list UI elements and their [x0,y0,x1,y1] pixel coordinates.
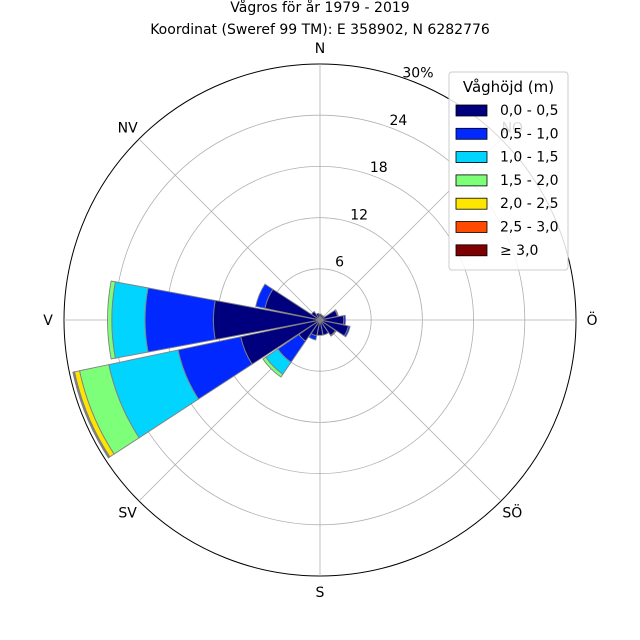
legend-label: ≥ 3,0 [500,243,538,259]
legend-label: 0,5 - 1,0 [500,126,558,142]
bar-sector-12-bin-3 [107,280,116,360]
legend-swatch [455,221,488,233]
radial-tick-label: 18 [370,160,388,176]
bar-sector-10-bin-3 [262,356,284,378]
bar-sector-14-bin-0 [310,310,321,321]
legend-label: 2,5 - 3,0 [500,220,558,236]
direction-label: V [43,313,53,329]
axis-labels: NNOÖSÖSSVVNV612182430% [43,41,597,601]
legend-swatch [455,151,488,164]
direction-label: N [315,41,325,57]
direction-label: S [316,585,325,601]
direction-label: SÖ [502,503,522,521]
radial-tick-label: 6 [335,255,344,271]
legend-label: 1,0 - 1,5 [500,150,558,166]
legend-swatch [455,174,488,187]
legend-swatch [455,244,488,257]
legend-frame [448,71,569,271]
bar-sector-11-bin-6 [72,371,110,459]
radial-tick-label: 24 [389,113,407,129]
bar-sector-13-bin-1 [255,283,274,309]
legend-label: 0,0 - 0,5 [500,103,558,119]
legend: Våghöjd (m) 0,0 - 0,5 0,5 - 1,0 1,0 - 1,5 1… [448,71,569,271]
chart-title: Vågros för år 1979 - 2019 [230,0,409,16]
polar-grid [63,63,577,577]
bar-sector-5-bin-1 [343,325,351,338]
radial-tick-label: 12 [350,207,368,223]
grid-spoke [138,138,321,321]
radial-tick-label: 30% [402,65,433,81]
rose-bars [72,280,351,459]
direction-label: SV [118,505,137,521]
bar-sector-6-bin-1 [329,329,337,337]
bar-sector-4-bin-1 [342,314,347,326]
grid-spoke [319,319,502,502]
bar-sector-9-bin-1 [308,332,318,341]
legend-title: Våghöjd (m) [463,78,554,96]
chart-subtitle: Koordinat (Sweref 99 TM): E 358902, N 62… [150,22,490,38]
bar-sector-15-bin-0 [315,312,321,321]
bar-sector-12-bin-2 [111,281,149,359]
direction-label: Ö [586,311,597,329]
legend-label: 1,5 - 2,0 [500,173,558,189]
bar-sector-12-bin-1 [144,287,216,353]
direction-label: NV [118,121,138,137]
legend-swatch [455,197,488,210]
legend-label: 2,0 - 2,5 [500,196,558,212]
legend-swatch [455,104,488,117]
legend-swatch [455,127,488,140]
